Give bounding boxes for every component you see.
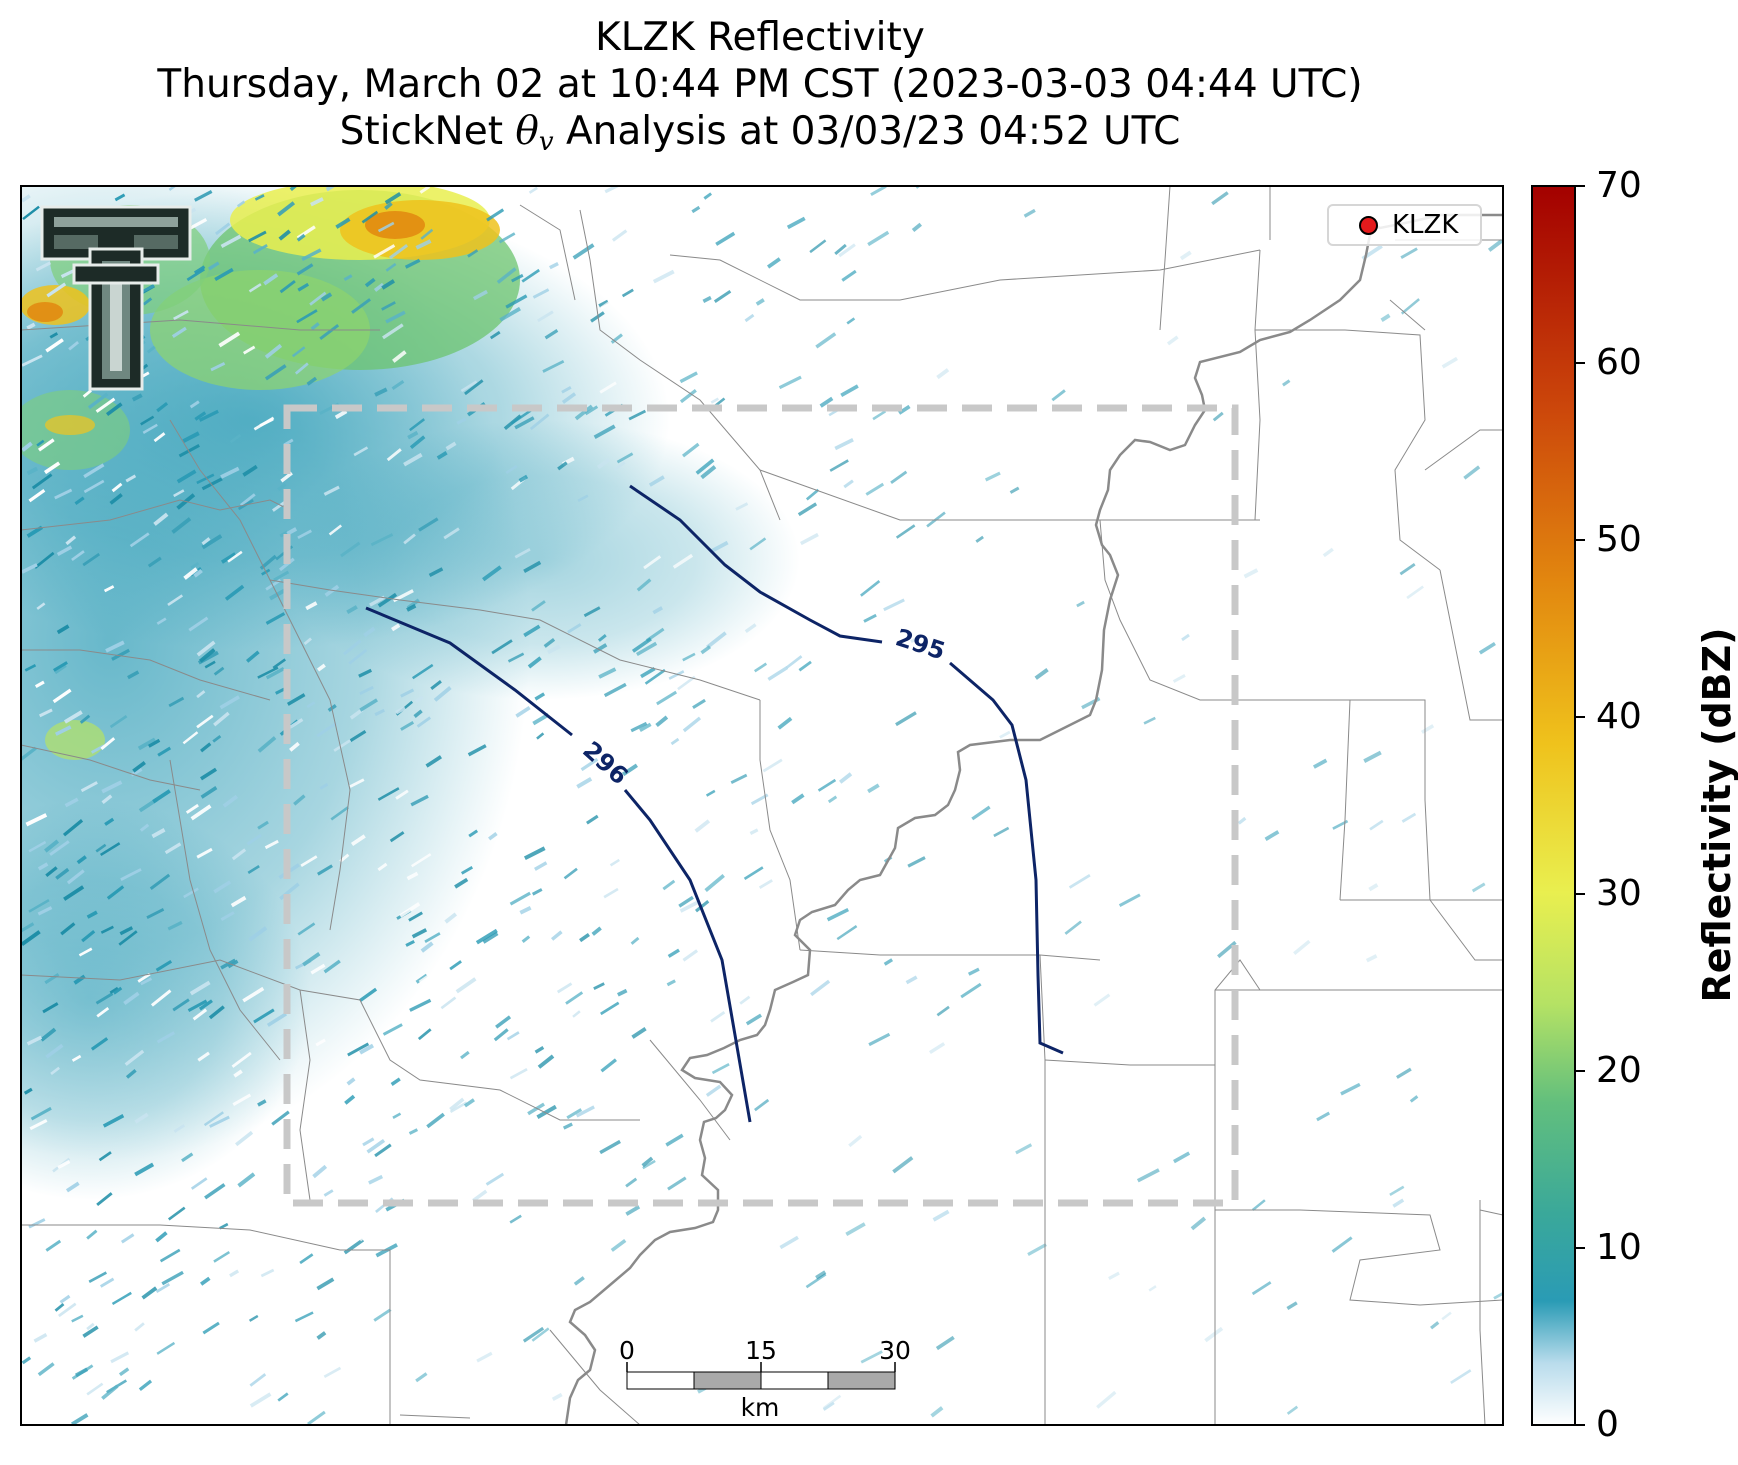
colorbar-label: Reflectivity (dBZ) [1695,627,1738,1003]
legend-label: KLZK [1392,210,1459,240]
title-line-1: KLZK Reflectivity [595,15,925,60]
radar-site-marker-icon [1359,215,1378,235]
colorbar-tick-20: 20 [1596,1050,1642,1091]
river-state-line [564,223,1374,1425]
title-line-3: StickNet θv Analysis at 03/03/23 04:52 U… [20,108,1500,166]
radar-streaks [21,186,1503,1425]
map-area: 295 296 [21,186,1503,1425]
figure-title: KLZK Reflectivity Thursday, March 02 at … [20,14,1500,166]
colorbar-tick-70: 70 [1596,165,1642,206]
colorbar [1531,185,1585,1426]
title-line-2: Thursday, March 02 at 10:44 PM CST (2023… [157,62,1363,107]
title-line-3-suffix: Analysis at 03/03/23 04:52 UTC [553,109,1181,154]
colorbar-tick-10: 10 [1596,1227,1642,1268]
colorbar-tick-50: 50 [1596,519,1642,560]
scale-tick-30: 30 [879,1336,911,1365]
contour-295-line [629,484,1064,1055]
map-legend: KLZK [1327,204,1482,246]
contour-295-label: 295 [892,623,948,665]
scale-tick-15: 15 [745,1336,777,1365]
texas-tech-double-t-logo [40,205,192,391]
county-boundaries [21,186,1503,1425]
colorbar-tick-0: 0 [1596,1404,1619,1445]
scale-bar [626,1362,896,1390]
contour-296-line [365,606,752,1123]
title-line-3-prefix: StickNet [339,109,516,154]
colorbar-tick-30: 30 [1596,873,1642,914]
reflectivity-echoes [21,186,1503,1425]
colorbar-tick-60: 60 [1596,342,1642,383]
analysis-domain-box [283,404,1239,1207]
theta-v-symbol: θv [515,109,554,157]
scale-tick-0: 0 [619,1336,635,1365]
colorbar-ticks [1575,185,1585,1426]
map-frame [20,185,1504,1426]
colorbar-tick-40: 40 [1596,696,1642,737]
scale-unit: km [740,1393,780,1422]
